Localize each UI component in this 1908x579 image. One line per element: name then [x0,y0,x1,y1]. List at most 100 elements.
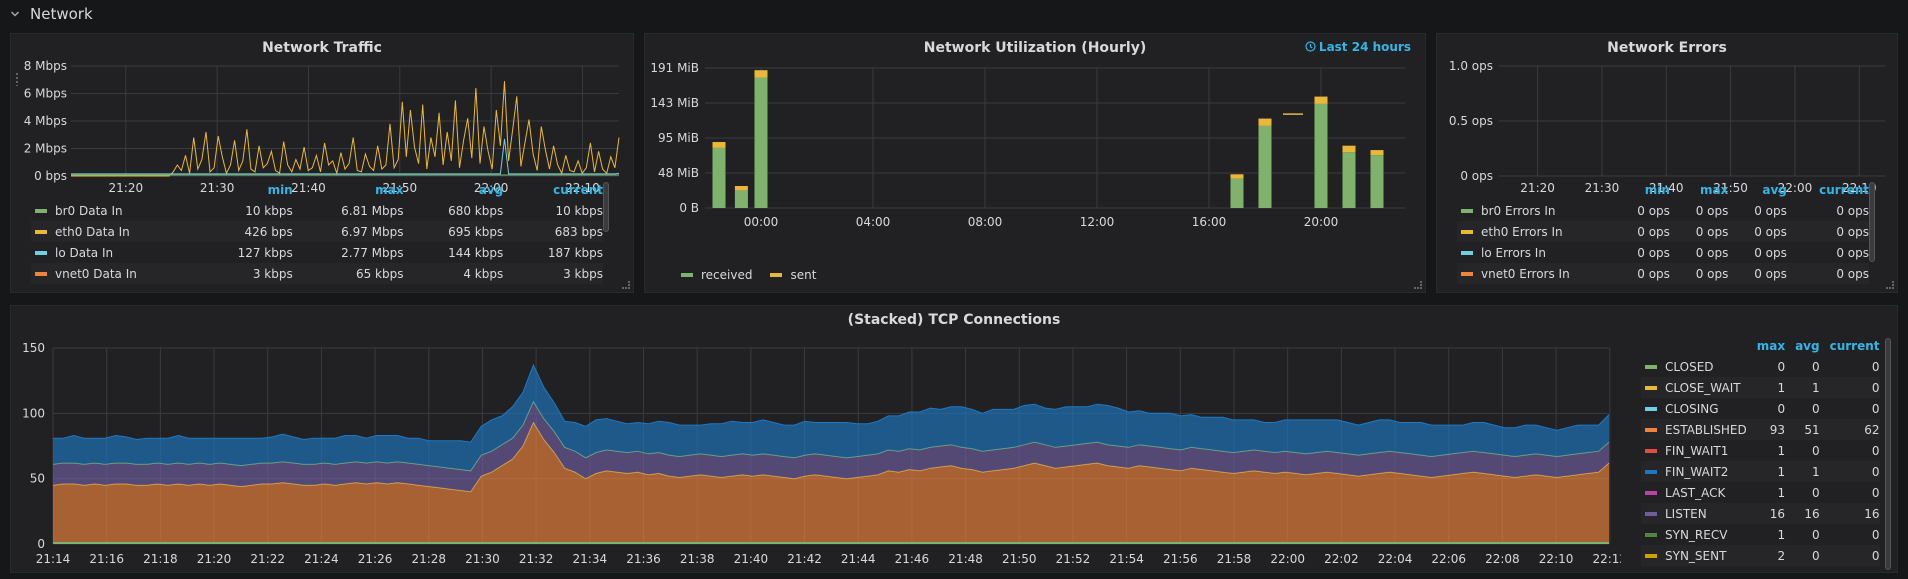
legend-swatch-icon[interactable] [1645,512,1657,516]
legend-header-avg[interactable]: avg [1762,183,1787,197]
legend-swatch-icon[interactable] [35,251,47,255]
legend-series-name[interactable]: SYN_SENT [1641,545,1747,566]
legend-swatch-icon[interactable] [1645,533,1657,537]
legend-scrollbar[interactable] [1869,182,1875,262]
legend-row[interactable]: CLOSE_WAIT 1 1 0 [1641,377,1880,398]
legend-series-name[interactable]: eth0 Data In [31,221,194,242]
legend-header-avg[interactable]: avg [1795,339,1820,353]
x-tick-label: 21:46 [895,552,930,566]
legend-max-value: 0 [1777,401,1786,416]
legend-series-name[interactable]: br0 Data In [31,200,193,221]
legend-series-name[interactable]: CLOSE_WAIT [1641,377,1747,398]
legend-swatch-icon[interactable] [35,272,47,276]
legend-series-name[interactable]: CLOSING [1641,398,1747,419]
legend-current-value: 0 [1871,527,1880,542]
legend-item-sent[interactable]: sent [770,268,816,282]
legend-row[interactable]: vnet0 Errors In 0 ops 0 ops 0 ops 0 ops [1457,263,1869,284]
legend-header-row: min max avg current [31,180,603,200]
y-tick-label: 8 Mbps [24,59,67,73]
legend-header-current[interactable]: current [1829,339,1880,353]
x-tick-label: 21:16 [89,552,124,566]
legend-series-name[interactable]: SYN_RECV [1641,524,1747,545]
legend-swatch-icon[interactable] [1461,251,1473,255]
legend-row[interactable]: FIN_WAIT1 1 0 0 [1641,440,1880,461]
legend-series-name[interactable]: CLOSED [1641,356,1747,377]
legend-row[interactable]: CLOSING 0 0 0 [1641,398,1880,419]
legend-series-name[interactable]: LISTEN [1641,503,1747,524]
legend-header-max[interactable]: max [375,183,404,197]
resize-handle-icon[interactable] [1414,281,1422,289]
legend-swatch-icon[interactable] [35,209,47,213]
legend-swatch-icon[interactable] [1645,365,1657,369]
legend-row[interactable]: br0 Errors In 0 ops 0 ops 0 ops 0 ops [1457,200,1869,221]
legend-header-avg[interactable]: avg [478,183,504,197]
legend-swatch-icon[interactable] [1645,449,1657,453]
legend-row[interactable]: vnet0 Data In 3 kbps 65 kbps 4 kbps 3 kbps [31,263,603,284]
legend-series-name[interactable]: FIN_WAIT1 [1641,440,1747,461]
legend-series-name[interactable]: eth0 Errors In [1457,221,1612,242]
legend-row[interactable]: LISTEN 16 16 16 [1641,503,1880,524]
legend-row[interactable]: SYN_SENT 2 0 0 [1641,545,1880,566]
legend-current-value: 16 [1819,503,1880,524]
legend-series-name[interactable]: lo Errors In [1457,242,1611,263]
legend-header-min[interactable]: min [1644,183,1670,197]
legend-series-name[interactable]: vnet0 Data In [31,263,194,284]
resize-handle-icon[interactable] [622,281,630,289]
legend-swatch-icon[interactable] [1461,272,1473,276]
legend-header-min[interactable]: min [267,183,293,197]
legend-swatch-icon[interactable] [1645,491,1657,495]
row-header-network[interactable]: Network [0,0,1908,28]
legend-row[interactable]: br0 Data In 10 kbps 6.81 Mbps 680 kbps 10 kb… [31,200,603,221]
panel-title[interactable]: Network Errors [1607,40,1727,56]
legend-swatch-icon[interactable] [1645,386,1657,390]
legend-swatch-icon[interactable] [1461,209,1473,213]
time-info-label: Last 24 hours [1318,40,1411,54]
legend-header-max[interactable]: max [1700,183,1729,197]
legend-row[interactable]: FIN_WAIT2 1 1 0 [1641,461,1880,482]
legend-series-name[interactable]: LAST_ACK [1641,482,1747,503]
legend-series-name[interactable]: ESTABLISHED [1641,419,1747,440]
legend-row[interactable]: SYN_RECV 1 0 0 [1641,524,1880,545]
time-info[interactable]: Last 24 hours [1305,40,1411,55]
legend-header-current[interactable]: current [1819,183,1869,197]
x-tick-label: 21:44 [841,552,876,566]
legend-row[interactable]: CLOSED 0 0 0 [1641,356,1880,377]
legend-row[interactable]: LAST_ACK 1 0 0 [1641,482,1880,503]
legend-swatch-icon[interactable] [1461,230,1473,234]
x-tick-label: 21:14 [36,552,71,566]
y-tick-label: 95 MiB [658,131,699,145]
resize-handle-icon[interactable] [1886,281,1894,289]
legend-series-name[interactable]: lo Data In [31,242,193,263]
x-tick-label: 21:24 [304,552,339,566]
legend-swatch-icon[interactable] [1645,554,1657,558]
legend-swatch-icon[interactable] [770,273,783,277]
legend-row[interactable]: lo Errors In 0 ops 0 ops 0 ops 0 ops [1457,242,1869,263]
legend-row[interactable]: ESTABLISHED 93 51 62 [1641,419,1880,440]
legend-series-name[interactable]: FIN_WAIT2 [1641,461,1747,482]
legend-max-value: 0 ops [1669,221,1729,242]
panel-title[interactable]: Network Utilization (Hourly) [923,40,1147,56]
legend-scrollbar[interactable] [1885,338,1891,570]
legend-header-current[interactable]: current [553,183,603,197]
legend-scrollbar[interactable] [603,182,609,232]
drag-handle-icon[interactable] [15,72,19,86]
legend-swatch-icon[interactable] [1645,407,1657,411]
chevron-down-icon[interactable] [10,9,20,19]
legend-series-name[interactable]: br0 Errors In [1457,200,1611,221]
legend-swatch-icon[interactable] [1645,428,1657,432]
panel-title[interactable]: Network Traffic [262,40,382,56]
legend-item-received[interactable]: received [681,268,752,282]
legend-row[interactable]: eth0 Data In 426 bps 6.97 Mbps 695 kbps 683 … [31,221,603,242]
legend-min-value: 0 ops [1637,203,1670,218]
legend-swatch-icon[interactable] [35,230,47,234]
legend-series-name[interactable]: vnet0 Errors In [1457,263,1612,284]
bar-received [754,77,768,208]
legend-header-max[interactable]: max [1756,339,1786,353]
legend-series-label: br0 Errors In [1481,203,1556,218]
area-listen [53,401,1609,492]
legend-swatch-icon[interactable] [1645,470,1657,474]
panel-title[interactable]: (Stacked) TCP Connections [847,312,1061,328]
legend-row[interactable]: eth0 Errors In 0 ops 0 ops 0 ops 0 ops [1457,221,1869,242]
legend-swatch-icon[interactable] [681,273,693,277]
legend-row[interactable]: lo Data In 127 kbps 2.77 Mbps 144 kbps 187 k… [31,242,603,263]
